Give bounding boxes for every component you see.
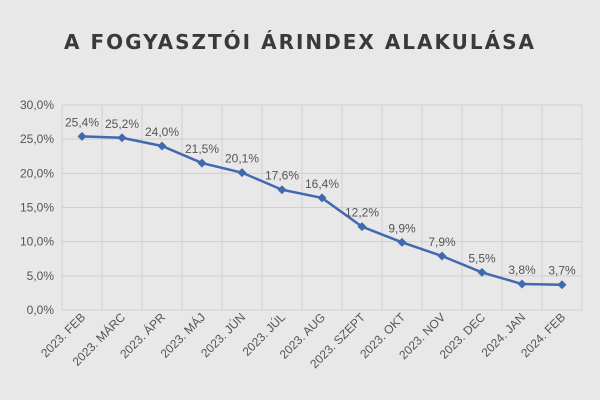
data-point-marker xyxy=(77,131,87,141)
data-label: 20,1% xyxy=(225,152,259,166)
data-point-marker xyxy=(357,222,367,232)
data-label: 21,5% xyxy=(185,142,219,156)
data-point-marker xyxy=(517,279,527,289)
y-tick-label: 25,0% xyxy=(20,132,54,146)
data-label: 3,7% xyxy=(548,264,576,278)
data-label: 16,4% xyxy=(305,177,339,191)
data-label: 25,2% xyxy=(105,117,139,131)
data-point-marker xyxy=(117,133,127,143)
y-tick-label: 10,0% xyxy=(20,235,54,249)
chart-title: A FOGYASZTÓI ÁRINDEX ALAKULÁSA xyxy=(64,30,536,54)
data-label: 24,0% xyxy=(145,125,179,139)
data-point-marker xyxy=(477,267,487,277)
data-label: 12,2% xyxy=(345,206,379,220)
data-point-marker xyxy=(277,185,287,195)
data-label: 7,9% xyxy=(428,235,456,249)
data-label: 5,5% xyxy=(468,251,496,265)
data-label: 17,6% xyxy=(265,169,299,183)
data-label: 3,8% xyxy=(508,263,536,277)
y-tick-label: 15,0% xyxy=(20,201,54,215)
data-label: 25,4% xyxy=(65,115,99,129)
data-point-marker xyxy=(157,141,167,151)
data-point-marker xyxy=(437,251,447,261)
y-tick-label: 0,0% xyxy=(27,303,55,317)
data-point-marker xyxy=(317,193,327,203)
data-point-marker xyxy=(557,280,567,290)
data-point-marker xyxy=(237,168,247,178)
data-label: 9,9% xyxy=(388,221,416,235)
data-point-marker xyxy=(197,158,207,168)
y-tick-label: 30,0% xyxy=(20,98,54,112)
y-tick-label: 5,0% xyxy=(27,269,55,283)
y-tick-label: 20,0% xyxy=(20,166,54,180)
data-point-marker xyxy=(397,237,407,247)
